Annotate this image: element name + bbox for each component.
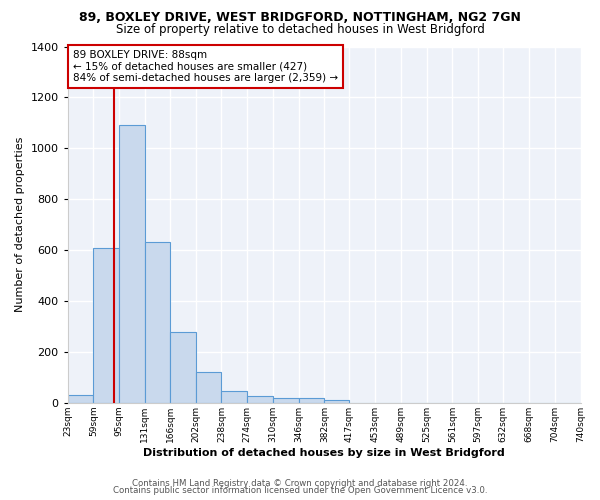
Y-axis label: Number of detached properties: Number of detached properties bbox=[15, 137, 25, 312]
X-axis label: Distribution of detached houses by size in West Bridgford: Distribution of detached houses by size … bbox=[143, 448, 505, 458]
Bar bbox=[325, 400, 349, 403]
Bar bbox=[273, 398, 299, 403]
Text: Size of property relative to detached houses in West Bridgford: Size of property relative to detached ho… bbox=[116, 22, 484, 36]
Text: Contains public sector information licensed under the Open Government Licence v3: Contains public sector information licen… bbox=[113, 486, 487, 495]
Bar bbox=[247, 396, 273, 403]
Bar bbox=[196, 372, 221, 403]
Text: 89 BOXLEY DRIVE: 88sqm
← 15% of detached houses are smaller (427)
84% of semi-de: 89 BOXLEY DRIVE: 88sqm ← 15% of detached… bbox=[73, 50, 338, 84]
Bar bbox=[170, 332, 196, 403]
Bar bbox=[119, 126, 145, 403]
Bar bbox=[145, 242, 170, 403]
Bar bbox=[299, 398, 325, 403]
Text: 89, BOXLEY DRIVE, WEST BRIDGFORD, NOTTINGHAM, NG2 7GN: 89, BOXLEY DRIVE, WEST BRIDGFORD, NOTTIN… bbox=[79, 11, 521, 24]
Bar bbox=[221, 392, 247, 403]
Bar bbox=[94, 248, 119, 403]
Bar bbox=[68, 395, 94, 403]
Text: Contains HM Land Registry data © Crown copyright and database right 2024.: Contains HM Land Registry data © Crown c… bbox=[132, 478, 468, 488]
